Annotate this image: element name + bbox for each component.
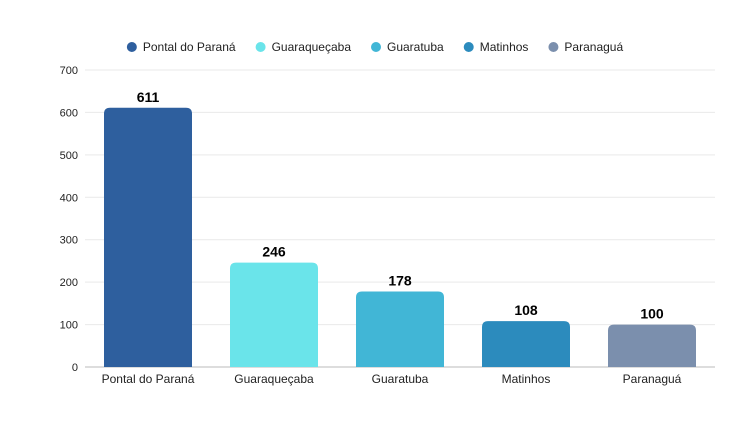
legend-label-1: Guaraqueçaba [272,40,352,54]
y-tick-label-6: 600 [60,107,78,119]
y-tick-label-7: 700 [60,65,78,77]
x-axis: Pontal do Paraná Guaraqueçaba Guaratuba Mat… [102,372,682,386]
legend-label-4: Paranaguá [564,40,623,54]
bar-2[interactable] [356,291,444,367]
data-label-2: 178 [388,272,412,288]
x-tick-label-4: Paranaguá [623,372,682,386]
x-tick-label-1: Guaraqueçaba [234,372,314,386]
legend-label-2: Guaratuba [387,40,444,54]
bar-1[interactable] [230,262,318,367]
bar-series [104,107,696,368]
bar-4[interactable] [608,324,696,367]
legend-swatch-1 [255,42,266,52]
y-tick-label-3: 300 [60,235,78,247]
data-labels: 611 246 178 108 100 [137,89,664,322]
legend-swatch-0 [126,42,137,52]
bar-0[interactable] [104,107,192,368]
data-label-0: 611 [137,89,160,105]
legend-label-0: Pontal do Paraná [143,40,236,54]
y-tick-label-1: 100 [60,320,78,332]
chart-legend: Pontal do Paraná Guaraqueçaba Guaratuba Mat… [126,40,623,54]
y-tick-label-5: 500 [60,150,78,162]
legend-swatch-2 [371,42,382,52]
y-tick-label-4: 400 [60,192,78,204]
y-axis: 0 100 200 300 400 500 600 700 [60,65,78,374]
bar-3[interactable] [482,321,570,367]
y-tick-label-0: 0 [72,362,78,374]
legend-swatch-4 [548,42,559,52]
y-tick-label-2: 200 [60,277,78,289]
legend-label-3: Matinhos [480,40,529,54]
x-tick-label-2: Guaratuba [372,372,429,386]
data-label-3: 108 [514,302,538,318]
x-tick-label-3: Matinhos [502,372,551,386]
legend-swatch-3 [463,42,474,52]
x-tick-label-0: Pontal do Paraná [102,372,195,386]
data-label-1: 246 [262,244,286,260]
data-label-4: 100 [640,306,664,322]
